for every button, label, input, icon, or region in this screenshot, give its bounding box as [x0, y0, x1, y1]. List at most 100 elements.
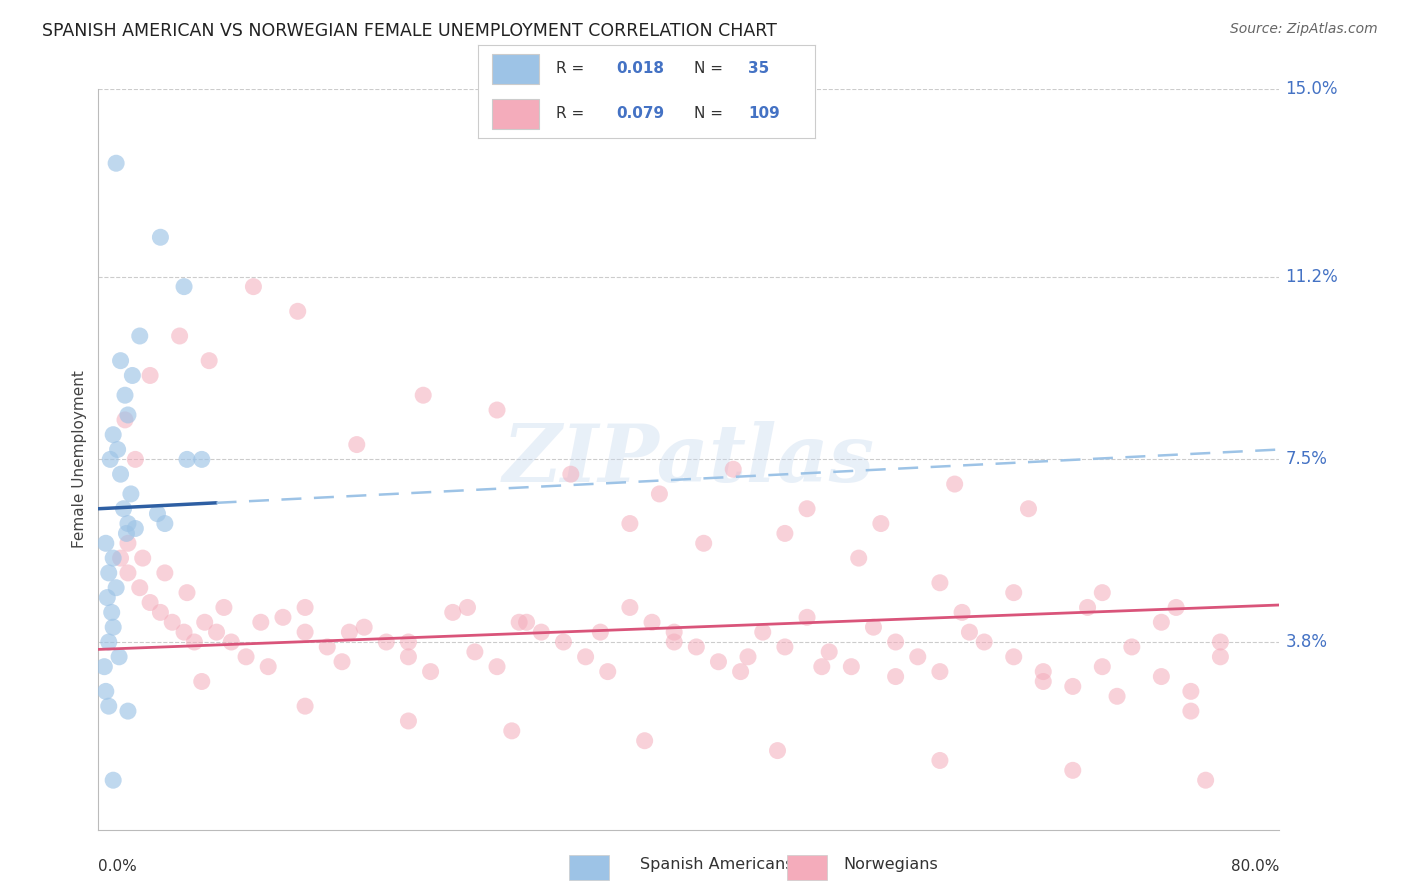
FancyBboxPatch shape — [492, 99, 538, 129]
Point — [648, 487, 671, 501]
Point — [723, 462, 745, 476]
Point — [97, 635, 120, 649]
Point — [173, 625, 195, 640]
Point — [124, 452, 146, 467]
Text: Spanish Americans: Spanish Americans — [640, 857, 793, 872]
Point — [124, 521, 146, 535]
Point — [103, 551, 125, 566]
Point — [97, 699, 120, 714]
Point — [1150, 615, 1173, 630]
Point — [121, 368, 143, 383]
Point — [1018, 501, 1040, 516]
Point — [486, 659, 509, 673]
Text: 0.018: 0.018 — [616, 62, 665, 77]
Point — [294, 600, 316, 615]
Point — [553, 635, 575, 649]
Point — [100, 606, 122, 620]
Point — [560, 467, 582, 482]
Point — [242, 279, 264, 293]
Point — [766, 743, 789, 757]
Point — [117, 516, 139, 531]
Point — [973, 635, 995, 649]
Point — [191, 674, 214, 689]
Point — [93, 659, 115, 673]
Text: 0.0%: 0.0% — [98, 859, 138, 874]
Point — [1121, 640, 1143, 654]
Point — [950, 606, 973, 620]
Text: 3.8%: 3.8% — [1285, 633, 1327, 651]
Point — [619, 516, 641, 531]
Point — [103, 773, 125, 788]
Point — [929, 575, 952, 590]
Point — [176, 452, 198, 467]
Point — [486, 403, 509, 417]
Point — [796, 501, 818, 516]
Point — [1077, 600, 1099, 615]
Point — [1091, 585, 1114, 599]
Point — [634, 733, 657, 747]
Point — [693, 536, 716, 550]
Point — [316, 640, 339, 654]
Point — [235, 649, 257, 664]
Point — [183, 635, 205, 649]
Point — [1062, 680, 1084, 694]
Point — [516, 615, 538, 630]
Point — [811, 659, 834, 673]
Point — [330, 655, 353, 669]
Text: 109: 109 — [748, 106, 780, 121]
Point — [212, 600, 235, 615]
Point — [501, 723, 523, 738]
Text: Source: ZipAtlas.com: Source: ZipAtlas.com — [1230, 22, 1378, 37]
Point — [250, 615, 273, 630]
Point — [149, 230, 172, 244]
Point — [162, 615, 183, 630]
Text: ZIPatlas: ZIPatlas — [503, 421, 875, 498]
Point — [271, 610, 294, 624]
Point — [110, 467, 132, 482]
Point — [139, 368, 162, 383]
Point — [110, 353, 132, 368]
Point — [884, 669, 907, 683]
Point — [205, 625, 228, 640]
Point — [1002, 585, 1025, 599]
Point — [929, 665, 952, 679]
Point — [94, 684, 117, 698]
Point — [294, 625, 316, 640]
Text: 11.2%: 11.2% — [1285, 268, 1339, 285]
Point — [128, 581, 150, 595]
Point — [959, 625, 981, 640]
Point — [107, 442, 129, 457]
Point — [1062, 764, 1084, 778]
Text: SPANISH AMERICAN VS NORWEGIAN FEMALE UNEMPLOYMENT CORRELATION CHART: SPANISH AMERICAN VS NORWEGIAN FEMALE UNE… — [42, 22, 778, 40]
Point — [870, 516, 893, 531]
Text: 0.079: 0.079 — [616, 106, 665, 121]
Point — [1091, 659, 1114, 673]
Point — [169, 329, 191, 343]
Text: R =: R = — [555, 62, 583, 77]
Point — [773, 526, 796, 541]
Point — [1032, 665, 1054, 679]
Point — [530, 625, 553, 640]
Text: N =: N = — [695, 62, 723, 77]
Point — [105, 156, 128, 170]
Point — [848, 551, 870, 566]
Text: Norwegians: Norwegians — [844, 857, 938, 872]
Point — [464, 645, 486, 659]
Point — [589, 625, 612, 640]
Point — [943, 477, 966, 491]
Point — [1209, 635, 1232, 649]
Point — [108, 649, 131, 664]
Point — [96, 591, 118, 605]
Point — [685, 640, 707, 654]
Text: N =: N = — [695, 106, 723, 121]
Point — [412, 388, 434, 402]
Point — [153, 566, 176, 580]
Point — [221, 635, 243, 649]
Text: 35: 35 — [748, 62, 769, 77]
Point — [884, 635, 907, 649]
Point — [641, 615, 664, 630]
Point — [596, 665, 619, 679]
Point — [103, 427, 125, 442]
Point — [457, 600, 479, 615]
Point — [257, 659, 280, 673]
